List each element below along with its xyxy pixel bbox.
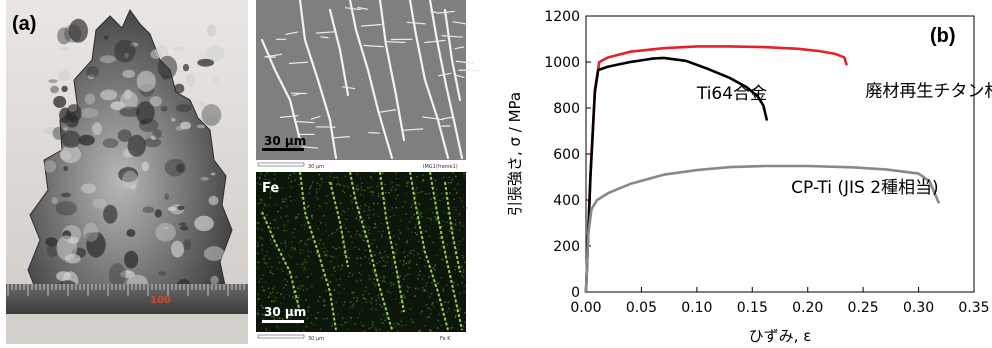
y-tick-label: 1200 [544, 9, 580, 25]
scrap-titanium-photo: 100 (a) [6, 0, 248, 344]
y-tick-label: 0 [571, 285, 580, 301]
y-tick-label: 600 [553, 147, 580, 163]
plot-frame [586, 16, 974, 292]
eds-scale-label: 30 μm [264, 305, 306, 319]
eds-footer-left: 30 μm [308, 336, 324, 342]
sem-scale-bar [262, 148, 304, 151]
y-tick-label: 1000 [544, 55, 580, 71]
series-annotation-3: CP-Ti (JIS 2種相当) [791, 178, 939, 198]
panel-a-label: (a) [12, 13, 36, 35]
panel-a: 100 (a) 30 μm 30 μm IMG1(frame1) Fe 30 μ… [0, 0, 500, 344]
y-tick-label: 200 [553, 239, 580, 255]
y-tick-label: 800 [553, 101, 580, 117]
x-tick-label: 0.05 [626, 300, 657, 316]
ruler-label: 100 [150, 295, 171, 306]
panel-b-label: (b) [930, 25, 956, 47]
x-tick-label: 0.20 [792, 300, 823, 316]
sem-footer-left: 30 μm [308, 164, 324, 170]
x-tick-label: 0.00 [570, 300, 601, 316]
sem-scale-label: 30 μm [264, 134, 306, 148]
x-tick-label: 0.25 [848, 300, 879, 316]
x-axis-label: ひずみ, ε [749, 327, 812, 344]
x-tick-label: 0.30 [903, 300, 934, 316]
eds-fe-map: Fe 30 μm 30 μm Fe K [256, 172, 467, 342]
x-tick-label: 0.35 [958, 300, 989, 316]
sem-image: 30 μm 30 μm IMG1(frame1) [256, 0, 480, 170]
eds-scale-bar [262, 320, 304, 323]
panel-b: 0 200 400 600 800 1000 1200 0.00 0.05 0.10 0.15 0.… [500, 0, 992, 344]
x-tick-label: 0.15 [737, 300, 768, 316]
y-tick-label: 400 [553, 193, 580, 209]
y-axis-label: 引張強さ, σ / MPa [506, 92, 524, 216]
x-tick-label: 0.10 [681, 300, 712, 316]
y-axis: 0 200 400 600 800 1000 1200 [544, 9, 591, 301]
sem-footer-right: IMG1(frame1) [423, 164, 458, 170]
series-annotation-1: 廃材再生チタン材 [865, 82, 992, 102]
series-annotation-2: Ti64合金 [696, 84, 767, 104]
eds-element-label: Fe [262, 181, 279, 196]
eds-footer-right: Fe K [440, 336, 451, 342]
